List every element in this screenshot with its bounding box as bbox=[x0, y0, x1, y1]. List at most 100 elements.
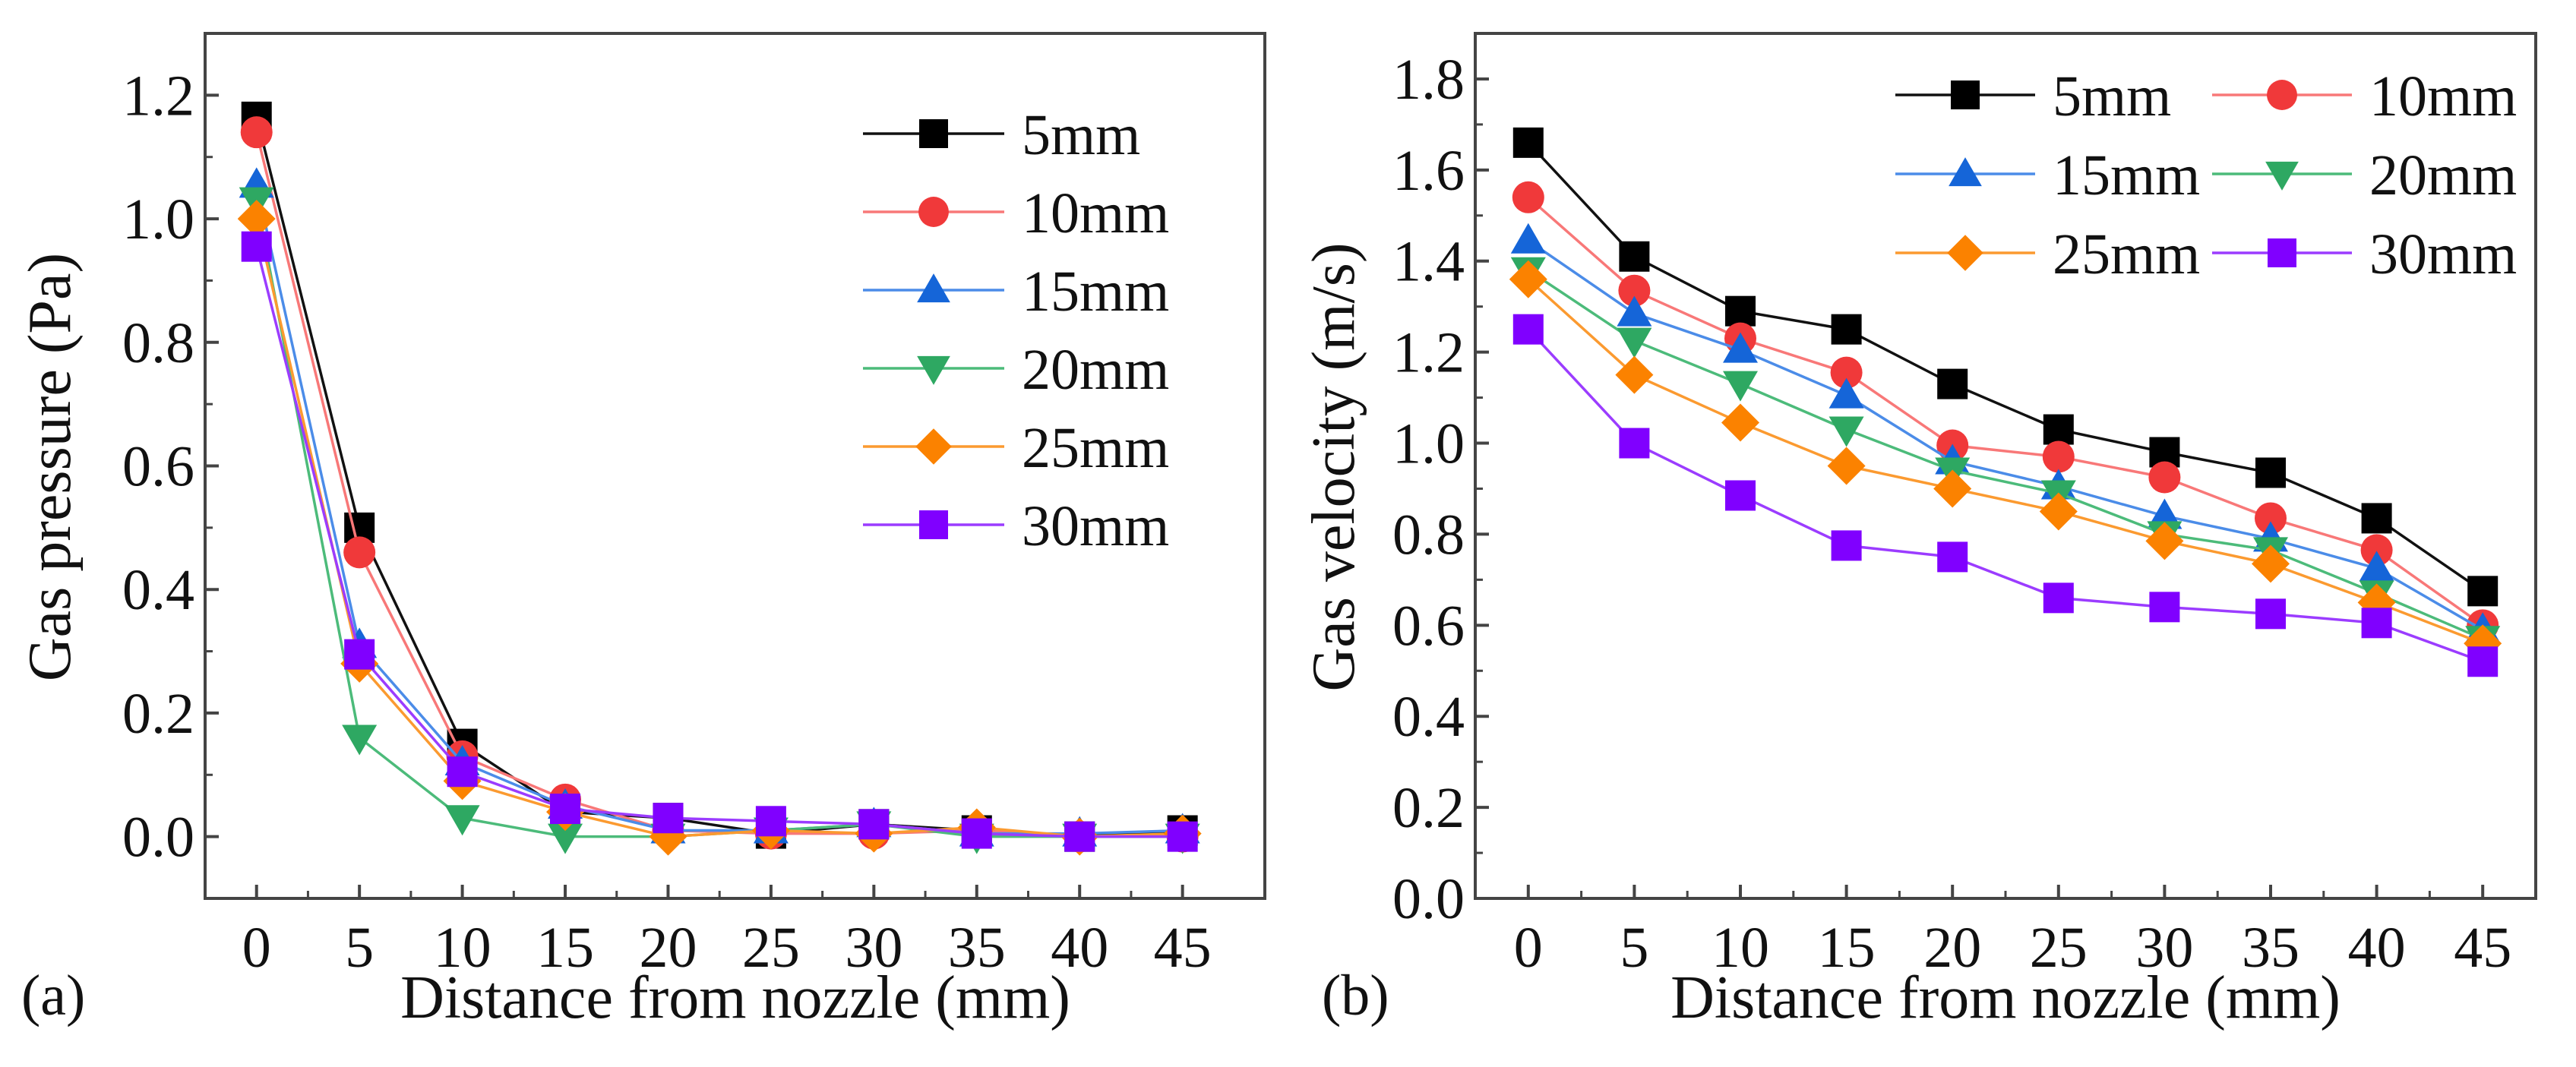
legend-marker bbox=[919, 119, 948, 148]
x-tick-label: 5 bbox=[345, 916, 374, 980]
x-tick-label: 20 bbox=[1923, 916, 1981, 980]
legend-marker bbox=[917, 273, 950, 303]
legend-label: 25mm bbox=[1022, 416, 1169, 480]
data-point bbox=[240, 116, 273, 149]
data-point bbox=[343, 536, 376, 569]
data-point bbox=[1509, 260, 1547, 298]
x-tick-label: 25 bbox=[742, 916, 800, 980]
data-point bbox=[1831, 314, 1862, 345]
legend-item: 20mm bbox=[863, 338, 1169, 402]
panel-a-gas-pressure: Gas pressure (Pa) Distance from nozzle (… bbox=[17, 32, 1266, 1031]
x-tick-label: 20 bbox=[639, 916, 697, 980]
legend-label: 25mm bbox=[2053, 223, 2200, 286]
y-tick-label: 0.4 bbox=[1392, 685, 1465, 749]
x-tick-label: 15 bbox=[536, 916, 594, 980]
series-line bbox=[255, 184, 1183, 835]
series-line bbox=[1527, 141, 2484, 592]
legend: 5mm 10mm 15mm 20mm 25mm 30mm bbox=[1895, 65, 2517, 286]
y-tick-label: 1.4 bbox=[1392, 230, 1465, 294]
legend-item: 5mm bbox=[863, 103, 1140, 167]
x-tick-label: 45 bbox=[2454, 916, 2511, 980]
data-point bbox=[1618, 274, 1651, 307]
data-point bbox=[2145, 522, 2184, 560]
data-point bbox=[2361, 503, 2392, 534]
y-tick-label: 1.2 bbox=[1392, 321, 1465, 385]
data-point bbox=[1828, 377, 1864, 409]
data-point bbox=[1725, 480, 1756, 511]
legend-marker bbox=[2268, 238, 2296, 267]
data-point bbox=[1512, 181, 1544, 213]
legend-label: 20mm bbox=[2369, 144, 2517, 207]
data-point bbox=[1721, 403, 1759, 442]
data-point bbox=[1830, 356, 1863, 389]
x-tick-label: 40 bbox=[1051, 916, 1108, 980]
data-point bbox=[447, 756, 478, 788]
data-point bbox=[1512, 314, 1544, 345]
legend-item: 30mm bbox=[863, 494, 1169, 558]
y-tick-label: 0.0 bbox=[122, 806, 194, 870]
data-point bbox=[1933, 469, 1972, 508]
data-point bbox=[344, 639, 375, 670]
legend-marker bbox=[919, 510, 948, 539]
legend-label: 15mm bbox=[1022, 260, 1169, 324]
legend-marker bbox=[2267, 80, 2297, 110]
data-point bbox=[1937, 368, 1968, 399]
data-point bbox=[1617, 327, 1652, 358]
y-tick-label: 1.0 bbox=[122, 188, 194, 251]
legend: 5mm 10mm 15mm 20mm 25mm 30mm bbox=[863, 103, 1169, 558]
x-axis-title: Distance from nozzle (mm) bbox=[400, 964, 1070, 1031]
series-line bbox=[1527, 196, 2484, 627]
legend-label: 10mm bbox=[2369, 65, 2517, 128]
y-tick-label: 1.6 bbox=[1392, 139, 1465, 203]
x-tick-label: 35 bbox=[2242, 916, 2299, 980]
legend-item: 10mm bbox=[863, 182, 1169, 245]
x-tick-label: 0 bbox=[1514, 916, 1543, 980]
data-point bbox=[1723, 332, 1758, 363]
y-axis-title: Gas velocity (m/s) bbox=[1301, 243, 1367, 692]
data-point bbox=[2149, 592, 2180, 623]
x-axis-title: Distance from nozzle (mm) bbox=[1670, 964, 2341, 1031]
data-point bbox=[858, 809, 890, 840]
data-point bbox=[342, 724, 378, 756]
legend-marker bbox=[2265, 161, 2299, 191]
data-point bbox=[2360, 534, 2393, 567]
data-point bbox=[1827, 447, 1866, 485]
data-point bbox=[2148, 461, 2181, 494]
y-tick-label: 0.2 bbox=[1392, 776, 1465, 840]
data-point bbox=[241, 231, 272, 262]
series-line bbox=[255, 246, 1183, 838]
data-point bbox=[2361, 608, 2392, 639]
series-line bbox=[1527, 269, 2483, 640]
y-tick-label: 0.2 bbox=[122, 682, 194, 746]
data-point bbox=[1167, 821, 1198, 852]
series-line bbox=[255, 218, 1183, 838]
legend-marker bbox=[915, 428, 952, 465]
data-point bbox=[1828, 416, 1864, 447]
y-tick-label: 0.6 bbox=[1392, 594, 1465, 658]
y-tick-label: 1.2 bbox=[122, 64, 194, 128]
x-tick-label: 30 bbox=[845, 916, 902, 980]
legend-item: 30mm bbox=[2212, 223, 2517, 286]
legend-item: 25mm bbox=[1895, 223, 2200, 286]
x-tick-label: 25 bbox=[2030, 916, 2088, 980]
data-point bbox=[2039, 492, 2078, 531]
legend-marker bbox=[1947, 235, 1983, 271]
x-tick-label: 40 bbox=[2348, 916, 2406, 980]
data-point bbox=[2467, 576, 2499, 607]
panel-label: (a) bbox=[21, 964, 85, 1028]
data-point bbox=[1619, 241, 1650, 272]
x-tick-label: 10 bbox=[1712, 916, 1769, 980]
legend-item: 5mm bbox=[1895, 65, 2171, 128]
series-line bbox=[1527, 278, 2483, 645]
panel-b-gas-velocity: Gas velocity (m/s) Distance from nozzle … bbox=[1301, 32, 2537, 1031]
y-tick-label: 0.6 bbox=[122, 435, 194, 499]
data-point bbox=[1064, 821, 1095, 852]
data-point bbox=[961, 818, 992, 849]
legend-item: 20mm bbox=[2212, 144, 2517, 207]
y-tick-label: 0.0 bbox=[1392, 867, 1465, 931]
legend-marker bbox=[1951, 80, 1980, 109]
series-30mm bbox=[241, 231, 1198, 852]
data-point bbox=[2043, 414, 2074, 445]
legend-item: 15mm bbox=[863, 260, 1169, 324]
